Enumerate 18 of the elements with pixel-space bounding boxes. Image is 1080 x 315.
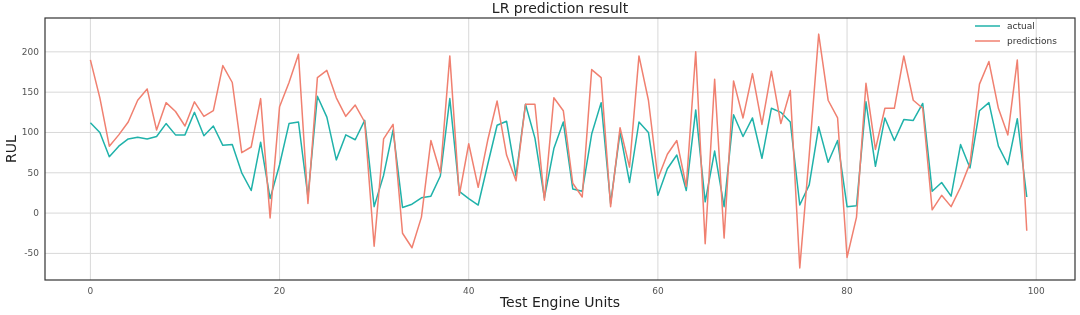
y-tick-label: 100	[21, 127, 40, 138]
legend-label: predictions	[1007, 36, 1058, 46]
y-tick-label: -50	[24, 248, 40, 259]
y-tick-label: 150	[21, 87, 40, 98]
x-axis-title: Test Engine Units	[498, 294, 621, 310]
x-tick-label: 60	[652, 286, 664, 296]
y-tick-label: 50	[27, 167, 40, 178]
line-series	[89, 95, 1028, 209]
x-tick-label: 40	[463, 286, 475, 296]
x-tick-label: 20	[273, 286, 286, 296]
y-tick-label: 0	[33, 208, 40, 219]
legend-label: actual	[1007, 21, 1035, 31]
chart-title: LR prediction result	[491, 0, 629, 16]
x-tick-label: 80	[841, 286, 854, 296]
y-axis-title: RUL	[3, 134, 19, 163]
x-tick-label: 100	[1027, 286, 1046, 296]
y-tick-label: 200	[21, 46, 40, 57]
x-tick-label: 0	[87, 286, 94, 296]
